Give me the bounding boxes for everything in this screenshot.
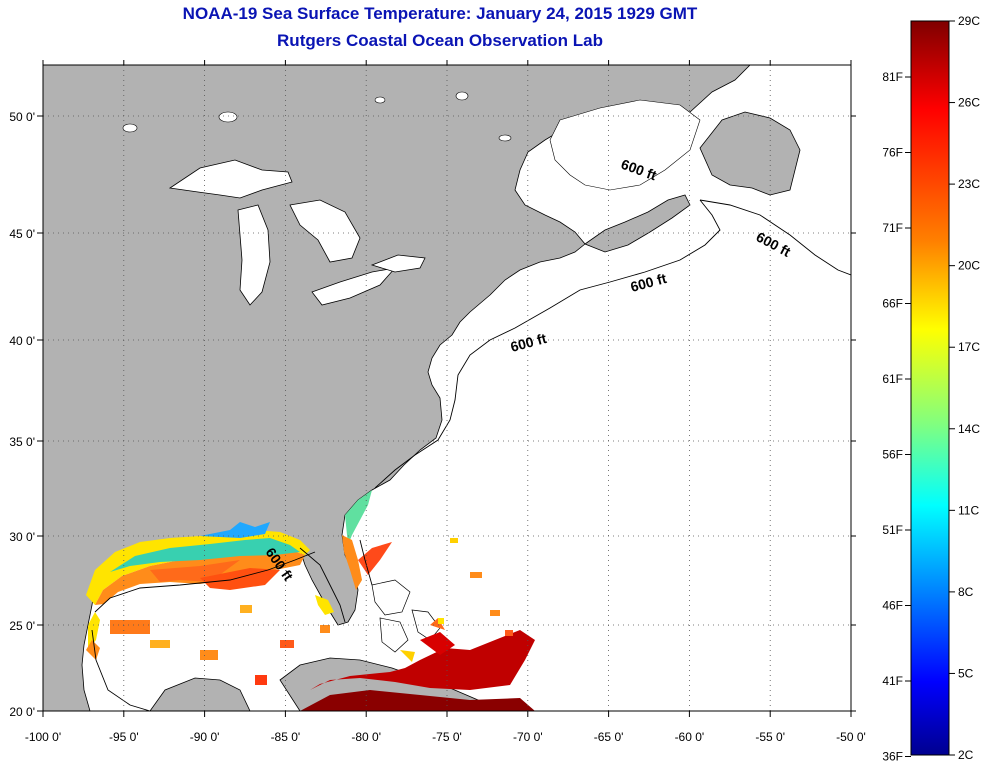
y-tick-label: 50 0' [9,110,35,124]
colorbar-label-f: 46F [882,599,903,613]
colorbar-fahrenheit-labels: 81F 76F 71F 66F 61F 56F 51F 46F 41F 36F [882,70,903,764]
colorbar-label-c: 8C [958,585,974,599]
gulf-st-lawrence [549,99,701,191]
sst-gulf-patches [110,560,330,685]
colorbar-label-c: 11C [958,503,979,517]
y-tick-label: 35 0' [9,435,35,449]
colorbar-celsius-labels: 29C 26C 23C 20C 17C 14C 11C 8C 5C 2C [958,14,980,762]
land-newfoundland [699,111,801,196]
y-tick-label: 40 0' [9,334,35,348]
y-tick-label: 25 0' [9,619,35,633]
x-tick-label: -55 0' [755,730,785,744]
x-tick-label: -75 0' [432,730,462,744]
colorbar-label-c: 17C [958,340,980,354]
land-yucatan [149,677,251,711]
colorbar-label-f: 41F [882,674,903,688]
x-tick-label: -85 0' [271,730,301,744]
y-tick-label: 30 0' [9,530,35,544]
x-tick-label: -65 0' [594,730,624,744]
x-tick-label: -60 0' [675,730,705,744]
colorbar-label-f: 51F [882,523,903,537]
bahamas-islands [371,579,441,653]
x-tick-label: -100 0' [25,730,61,744]
colorbar-label-f: 56F [882,448,903,462]
colorbar-label-c: 2C [958,748,974,762]
colorbar-label-f: 81F [882,70,903,84]
sst-atlantic-specks [438,538,513,636]
colorbar-ticks [905,20,955,757]
colorbar-label-c: 29C [958,14,980,28]
map-title: NOAA-19 Sea Surface Temperature: January… [182,4,698,23]
colorbar-label-f: 36F [882,750,903,764]
colorbar-label-c: 26C [958,96,980,110]
colorbar [910,20,950,756]
colorbar-label-f: 76F [882,146,903,160]
x-tick-label: -95 0' [109,730,139,744]
colorbar-label-f: 66F [882,297,903,311]
x-tick-label: -70 0' [513,730,543,744]
colorbar-label-c: 20C [958,259,980,273]
colorbar-label-f: 71F [882,221,903,235]
y-tick-label: 20 0' [9,705,35,719]
colorbar-label-f: 61F [882,372,903,386]
y-axis: 50 0' 45 0' 40 0' 35 0' 30 0' 25 0' 20 0' [9,110,856,719]
x-tick-label: -90 0' [190,730,220,744]
colorbar-label-c: 5C [958,666,974,680]
contour-600ft [91,199,851,711]
colorbar-label-c: 23C [958,177,980,191]
y-tick-label: 45 0' [9,227,35,241]
x-tick-label: -50 0' [836,730,866,744]
x-axis: -100 0' -95 0' -90 0' -85 0' -80 0' -75 0' -70… [25,60,866,744]
inland-lakes [122,91,512,142]
map-subtitle: Rutgers Coastal Ocean Observation Lab [277,31,603,50]
x-tick-label: -80 0' [351,730,381,744]
colorbar-label-c: 14C [958,422,980,436]
great-lakes [168,159,426,306]
land-nova-scotia [584,194,691,253]
